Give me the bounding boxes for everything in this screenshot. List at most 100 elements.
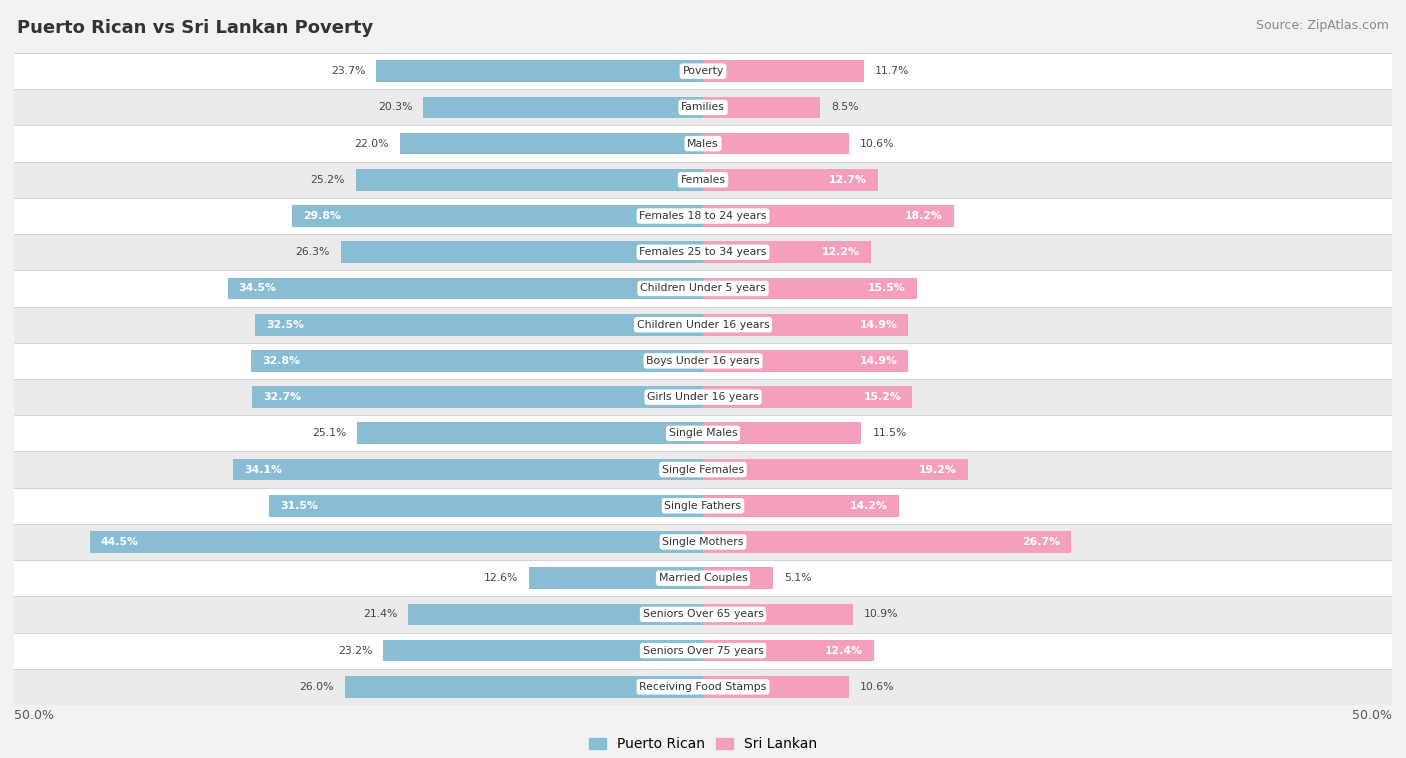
Text: Puerto Rican vs Sri Lankan Poverty: Puerto Rican vs Sri Lankan Poverty (17, 19, 373, 37)
Bar (90, 531, 703, 553)
Bar (14, 306, 1392, 343)
Text: 12.4%: 12.4% (825, 646, 863, 656)
Bar (14, 271, 1392, 306)
Text: 44.5%: 44.5% (101, 537, 139, 547)
Bar (14, 234, 1392, 271)
Bar (14, 198, 1392, 234)
Text: 10.6%: 10.6% (860, 682, 894, 692)
Bar (14, 415, 1392, 452)
Bar (253, 387, 703, 408)
Bar (703, 640, 875, 662)
Text: 10.6%: 10.6% (860, 139, 894, 149)
Text: 10.9%: 10.9% (865, 609, 898, 619)
Text: 12.2%: 12.2% (823, 247, 860, 257)
Text: 22.0%: 22.0% (354, 139, 389, 149)
Bar (703, 61, 865, 82)
Text: Married Couples: Married Couples (658, 573, 748, 583)
Bar (703, 531, 1071, 553)
Bar (703, 169, 877, 191)
Bar (269, 495, 703, 517)
Text: 23.7%: 23.7% (330, 66, 366, 76)
Text: Children Under 5 years: Children Under 5 years (640, 283, 766, 293)
Text: Single Fathers: Single Fathers (665, 501, 741, 511)
Text: 31.5%: 31.5% (280, 501, 318, 511)
Bar (14, 452, 1392, 487)
Bar (703, 459, 967, 481)
Text: Females 25 to 34 years: Females 25 to 34 years (640, 247, 766, 257)
Text: 5.1%: 5.1% (785, 573, 811, 583)
Bar (703, 603, 853, 625)
Bar (14, 632, 1392, 669)
Bar (254, 314, 703, 336)
Bar (703, 422, 862, 444)
Text: 26.0%: 26.0% (299, 682, 333, 692)
Text: 14.9%: 14.9% (859, 320, 897, 330)
Bar (344, 676, 703, 697)
Text: 14.9%: 14.9% (859, 356, 897, 366)
Text: Males: Males (688, 139, 718, 149)
Text: 50.0%: 50.0% (14, 709, 53, 722)
Legend: Puerto Rican, Sri Lankan: Puerto Rican, Sri Lankan (583, 731, 823, 756)
Bar (14, 161, 1392, 198)
Bar (14, 560, 1392, 597)
Text: 18.2%: 18.2% (905, 211, 943, 221)
Bar (408, 603, 703, 625)
Bar (703, 241, 872, 263)
Bar (703, 567, 773, 589)
Text: Receiving Food Stamps: Receiving Food Stamps (640, 682, 766, 692)
Text: 8.5%: 8.5% (831, 102, 859, 112)
Text: Girls Under 16 years: Girls Under 16 years (647, 392, 759, 402)
Text: 34.1%: 34.1% (245, 465, 283, 475)
Text: Single Males: Single Males (669, 428, 737, 438)
Bar (340, 241, 703, 263)
Text: 25.2%: 25.2% (311, 175, 344, 185)
Text: Females 18 to 24 years: Females 18 to 24 years (640, 211, 766, 221)
Text: Children Under 16 years: Children Under 16 years (637, 320, 769, 330)
Text: 11.5%: 11.5% (873, 428, 907, 438)
Text: 25.1%: 25.1% (312, 428, 346, 438)
Text: 21.4%: 21.4% (363, 609, 396, 619)
Bar (703, 676, 849, 697)
Bar (703, 133, 849, 155)
Bar (703, 96, 820, 118)
Bar (357, 422, 703, 444)
Text: 23.2%: 23.2% (337, 646, 373, 656)
Bar (233, 459, 703, 481)
Bar (703, 350, 908, 371)
Text: Families: Families (681, 102, 725, 112)
Bar (377, 61, 703, 82)
Bar (252, 350, 703, 371)
Text: 15.5%: 15.5% (868, 283, 905, 293)
Bar (14, 379, 1392, 415)
Text: 29.8%: 29.8% (304, 211, 342, 221)
Text: Single Females: Single Females (662, 465, 744, 475)
Bar (14, 89, 1392, 126)
Text: Single Mothers: Single Mothers (662, 537, 744, 547)
Bar (14, 343, 1392, 379)
Bar (703, 205, 953, 227)
Bar (14, 126, 1392, 161)
Bar (384, 640, 703, 662)
Text: 50.0%: 50.0% (1353, 709, 1392, 722)
Bar (14, 53, 1392, 89)
Bar (356, 169, 703, 191)
Text: 20.3%: 20.3% (378, 102, 412, 112)
Bar (703, 495, 898, 517)
Bar (399, 133, 703, 155)
Text: Boys Under 16 years: Boys Under 16 years (647, 356, 759, 366)
Text: 14.2%: 14.2% (849, 501, 887, 511)
Text: Seniors Over 65 years: Seniors Over 65 years (643, 609, 763, 619)
Bar (703, 277, 917, 299)
Text: 32.5%: 32.5% (266, 320, 304, 330)
Text: 11.7%: 11.7% (875, 66, 910, 76)
Text: Source: ZipAtlas.com: Source: ZipAtlas.com (1256, 19, 1389, 32)
Text: 32.7%: 32.7% (263, 392, 301, 402)
Text: 15.2%: 15.2% (863, 392, 901, 402)
Bar (703, 387, 912, 408)
Text: 19.2%: 19.2% (918, 465, 956, 475)
Bar (703, 314, 908, 336)
Bar (228, 277, 703, 299)
Text: 12.7%: 12.7% (830, 175, 868, 185)
Text: 26.3%: 26.3% (295, 247, 329, 257)
Text: 26.7%: 26.7% (1022, 537, 1060, 547)
